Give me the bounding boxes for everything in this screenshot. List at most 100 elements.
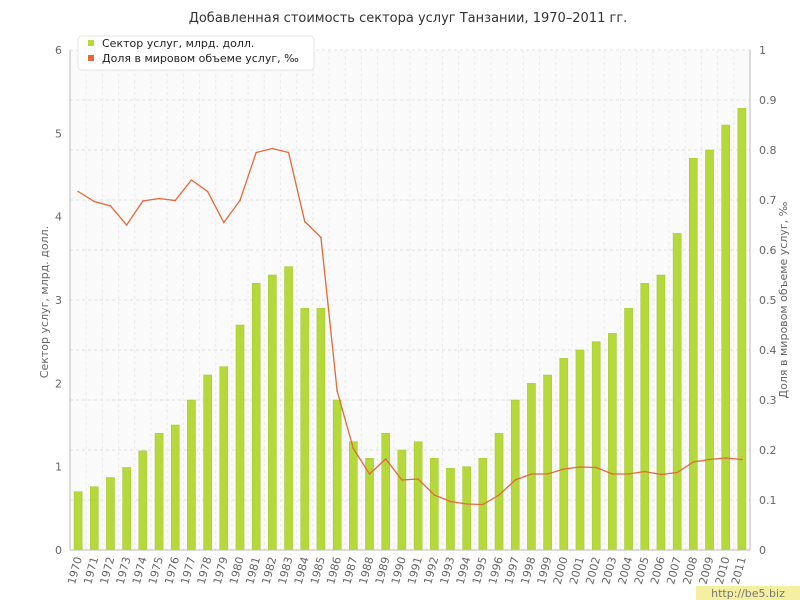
bar-2003: [608, 333, 617, 551]
left-axis-ticks: 0 1 2 3 4 5 6: [55, 44, 62, 557]
bar-2002: [591, 341, 601, 551]
point-2008: [692, 461, 695, 463]
point-1992: [433, 494, 436, 496]
point-1995: [482, 503, 484, 506]
point-1997: [514, 479, 517, 481]
point-1991: [417, 478, 419, 480]
bar-1991: [413, 441, 423, 551]
bar-1979: [219, 366, 229, 551]
point-1985: [320, 236, 322, 239]
bar-1977: [187, 399, 196, 551]
bar-1985: [316, 308, 326, 551]
right-axis-label: Доля в мировом объеме услуг, ‰: [777, 201, 790, 398]
bar-1983: [284, 266, 293, 551]
point-1987: [352, 447, 355, 450]
bar-1992: [429, 458, 439, 551]
bar-2008: [689, 158, 698, 551]
left-tick-label: 0: [55, 544, 62, 557]
legend[interactable]: Сектор услуг, млрд. долл. Доля в мировом…: [77, 35, 315, 71]
point-2005: [643, 470, 646, 473]
bar-2005: [640, 283, 650, 551]
right-tick-label: 1: [759, 44, 766, 57]
point-1984: [303, 220, 306, 223]
bar-1989: [381, 433, 391, 551]
point-1989: [384, 458, 387, 460]
bar-2009: [705, 149, 714, 551]
bar-2004: [624, 308, 633, 551]
bar-2001: [575, 349, 585, 551]
point-1972: [109, 205, 112, 207]
point-2009: [708, 458, 711, 461]
bar-1986: [332, 399, 342, 551]
point-1980: [239, 199, 241, 202]
bar-2006: [656, 274, 666, 551]
right-tick-label: 0.5: [759, 294, 777, 307]
left-tick-label: 4: [55, 211, 62, 224]
right-tick-label: 0.6: [759, 244, 777, 257]
point-1981: [255, 151, 257, 154]
bar-1984: [300, 308, 310, 551]
legend-swatch-services-value: [88, 40, 94, 46]
grid: [69, 49, 751, 551]
bar-1993: [446, 468, 455, 551]
point-1970: [77, 190, 79, 193]
bar-1971: [89, 486, 99, 551]
left-tick-label: 6: [55, 44, 62, 57]
point-1999: [546, 473, 549, 475]
point-1988: [368, 473, 371, 475]
point-1973: [125, 224, 128, 226]
legend-label-services-value: Сектор услуг, млрд. долл.: [102, 37, 254, 50]
point-1993: [449, 500, 452, 503]
point-2003: [611, 473, 614, 475]
legend-label-world-share: Доля в мировом объеме услуг, ‰: [102, 52, 299, 65]
right-tick-label: 0.2: [759, 444, 777, 457]
right-tick-label: 0.3: [759, 394, 777, 407]
point-2006: [660, 473, 662, 476]
bar-2007: [672, 233, 682, 551]
bar-2010: [721, 124, 731, 551]
bar-1987: [349, 441, 358, 551]
watermark[interactable]: http://be5.biz: [711, 587, 785, 600]
point-1978: [206, 190, 209, 193]
point-1982: [271, 147, 274, 150]
axes: [69, 50, 751, 551]
left-axis-label: Сектор услуг, млрд. долл.: [38, 226, 51, 378]
bar-1973: [122, 467, 131, 551]
chart-title: Добавленная стоимость сектора услуг Танз…: [189, 11, 628, 26]
bar-2011: [737, 108, 747, 551]
right-axis-ticks: 0 0.1 0.2 0.3 0.4 0.5 0.6 0.7 0.8 0.9 1: [759, 44, 777, 557]
bar-1974: [138, 450, 148, 551]
bar-series: [73, 108, 747, 551]
point-1990: [401, 479, 403, 481]
point-2010: [724, 457, 727, 459]
right-tick-label: 0.8: [759, 144, 777, 157]
line-series: [77, 147, 743, 506]
point-2007: [676, 471, 678, 474]
point-1975: [158, 197, 160, 200]
legend-box: [77, 35, 315, 71]
bar-1998: [527, 383, 536, 551]
right-tick-label: 0.9: [759, 94, 777, 107]
bar-1981: [251, 283, 261, 551]
point-2004: [627, 473, 630, 475]
left-tick-label: 2: [55, 377, 62, 390]
bar-1982: [268, 274, 277, 551]
bar-1994: [462, 466, 471, 551]
point-2011: [741, 458, 743, 461]
right-tick-label: 0.1: [759, 494, 777, 507]
right-tick-label: 0.7: [759, 194, 777, 207]
bar-1990: [397, 449, 407, 551]
right-tick-label: 0.4: [759, 344, 777, 357]
bar-1997: [510, 399, 520, 551]
left-tick-label: 3: [55, 294, 62, 307]
bar-2000: [559, 358, 569, 551]
bar-1975: [154, 433, 164, 551]
point-1977: [190, 179, 193, 181]
left-tick-label: 1: [55, 461, 62, 474]
point-2002: [595, 466, 597, 469]
point-1983: [287, 151, 290, 154]
right-tick-label: 0: [759, 544, 766, 557]
watermark-bg: [696, 586, 800, 600]
point-1979: [223, 221, 225, 224]
